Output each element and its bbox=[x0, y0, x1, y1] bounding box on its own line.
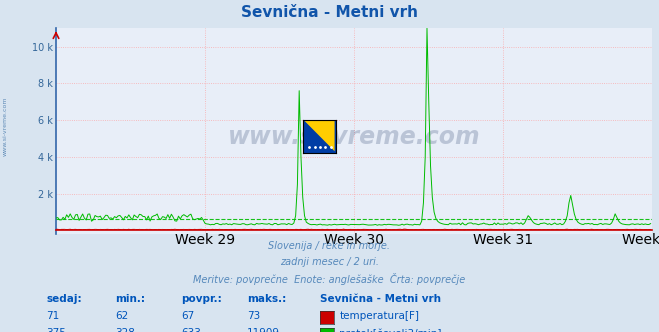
Text: Sevnična - Metni vrh: Sevnična - Metni vrh bbox=[320, 294, 441, 304]
Text: 328: 328 bbox=[115, 328, 135, 332]
Text: maks.:: maks.: bbox=[247, 294, 287, 304]
Text: pretok[čevelj3/min]: pretok[čevelj3/min] bbox=[339, 328, 442, 332]
Text: sedaj:: sedaj: bbox=[46, 294, 82, 304]
Text: 62: 62 bbox=[115, 311, 129, 321]
Text: Sevnična - Metni vrh: Sevnična - Metni vrh bbox=[241, 5, 418, 20]
Text: 67: 67 bbox=[181, 311, 194, 321]
Text: Slovenija / reke in morje.: Slovenija / reke in morje. bbox=[268, 241, 391, 251]
Text: povpr.:: povpr.: bbox=[181, 294, 222, 304]
Text: min.:: min.: bbox=[115, 294, 146, 304]
Text: Meritve: povprečne  Enote: anglešaške  Črta: povprečje: Meritve: povprečne Enote: anglešaške Črt… bbox=[193, 273, 466, 285]
Text: 11909: 11909 bbox=[247, 328, 280, 332]
Text: www.si-vreme.com: www.si-vreme.com bbox=[3, 96, 8, 156]
Text: zadnji mesec / 2 uri.: zadnji mesec / 2 uri. bbox=[280, 257, 379, 267]
Text: 71: 71 bbox=[46, 311, 59, 321]
Polygon shape bbox=[304, 121, 335, 151]
Text: www.si-vreme.com: www.si-vreme.com bbox=[228, 125, 480, 149]
Text: 375: 375 bbox=[46, 328, 66, 332]
Text: 633: 633 bbox=[181, 328, 201, 332]
Text: temperatura[F]: temperatura[F] bbox=[339, 311, 419, 321]
Text: 73: 73 bbox=[247, 311, 260, 321]
